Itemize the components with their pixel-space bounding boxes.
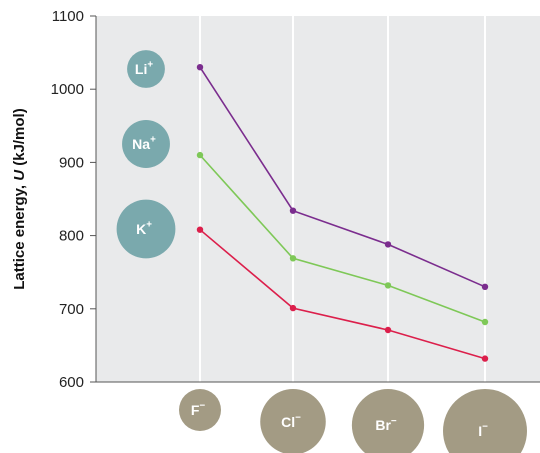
anion-category-axis: F− Cl− Br− I− <box>179 389 527 453</box>
anion-circle-cl <box>260 389 326 453</box>
point-na-cl <box>289 255 297 262</box>
point-li-f <box>196 63 204 71</box>
anion-circle-i <box>443 389 527 453</box>
cation-circle-na <box>122 120 170 168</box>
cation-circle-k <box>116 199 176 259</box>
series-line-li <box>199 66 486 288</box>
y-tick-label-800: 800 <box>59 228 84 245</box>
series-line-na <box>199 154 486 323</box>
y-ticks: 600 700 800 900 1000 1100 <box>51 8 96 391</box>
anion-circle-f <box>179 389 221 431</box>
y-tick-label-1100: 1100 <box>52 8 84 25</box>
point-li-br <box>384 241 392 248</box>
y-axis-title-prefix: Lattice energy, <box>11 181 28 290</box>
point-na-br <box>384 282 392 289</box>
series-layer <box>196 63 489 362</box>
y-tick-label-1000: 1000 <box>51 81 84 98</box>
point-li-i <box>481 283 489 290</box>
y-axis-title-unit: (kJ/mol) <box>11 108 28 170</box>
gridlines <box>199 16 486 382</box>
point-na-f <box>196 151 204 159</box>
point-li-cl <box>289 207 297 214</box>
point-k-i <box>481 355 489 362</box>
y-tick-label-600: 600 <box>59 374 84 391</box>
series-line-k <box>199 229 486 360</box>
cation-circle-li <box>127 50 165 88</box>
cation-label-na: Na+ <box>132 135 156 152</box>
y-axis-title: Lattice energy, U (kJ/mol) <box>11 108 28 289</box>
plot-background <box>96 16 540 382</box>
cation-legend: Li+ Na+ K+ <box>116 50 176 259</box>
anion-label-i: I− <box>478 422 488 439</box>
anion-label-br: Br− <box>375 416 397 433</box>
cation-label-k: K+ <box>136 220 152 237</box>
y-axis-title-variable: U <box>11 169 28 181</box>
y-tick-label-900: 900 <box>59 154 84 171</box>
anion-label-f: F− <box>191 401 206 418</box>
cation-label-li: Li+ <box>135 60 153 77</box>
anion-label-cl: Cl− <box>281 412 301 429</box>
point-k-br <box>384 326 392 334</box>
anion-circle-br <box>351 389 425 453</box>
point-k-f <box>196 226 204 233</box>
point-na-i <box>481 318 489 326</box>
point-k-cl <box>289 304 297 312</box>
y-tick-label-700: 700 <box>59 301 84 318</box>
